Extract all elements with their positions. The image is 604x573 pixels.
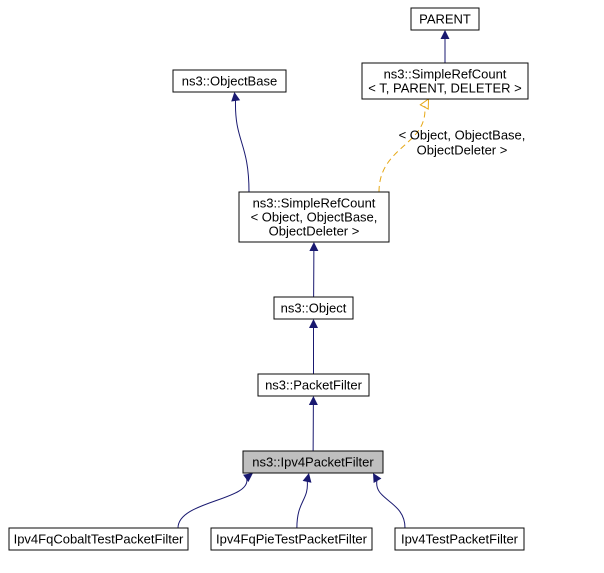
node-label: < Object, ObjectBase, xyxy=(251,209,378,224)
node-object_base[interactable]: ns3::ObjectBase xyxy=(173,70,286,92)
node-label: Ipv4TestPacketFilter xyxy=(401,531,519,546)
node-label: Ipv4FqCobaltTestPacketFilter xyxy=(14,531,184,546)
node-simple_ref_generic[interactable]: ns3::SimpleRefCount< T, PARENT, DELETER … xyxy=(362,63,528,99)
node-label: ns3::SimpleRefCount xyxy=(384,66,507,81)
arrowhead-icon xyxy=(420,99,428,109)
node-label: ObjectDeleter > xyxy=(269,223,360,238)
node-packet_filter[interactable]: ns3::PacketFilter xyxy=(258,374,369,396)
arrowhead-icon xyxy=(309,396,318,405)
node-parent[interactable]: PARENT xyxy=(411,8,479,30)
node-label: ns3::Ipv4PacketFilter xyxy=(252,454,374,469)
edge-ipv4_test-to-ipv4_packet_filter xyxy=(377,480,405,528)
nodes-layer: PARENTns3::SimpleRefCount< T, PARENT, DE… xyxy=(9,8,528,550)
node-label: < T, PARENT, DELETER > xyxy=(368,80,521,95)
arrowhead-icon xyxy=(231,92,240,102)
arrowhead-icon xyxy=(309,242,318,251)
node-label: ns3::Object xyxy=(281,300,347,315)
arrowhead-icon xyxy=(243,473,253,482)
node-simple_ref_object[interactable]: ns3::SimpleRefCount< Object, ObjectBase,… xyxy=(239,192,389,242)
edge-labels-layer: < Object, ObjectBase,ObjectDeleter > xyxy=(399,127,526,157)
node-label: PARENT xyxy=(419,11,471,26)
node-label: ns3::ObjectBase xyxy=(182,73,277,88)
node-ipv4_test[interactable]: Ipv4TestPacketFilter xyxy=(395,528,524,550)
edge-label: ObjectDeleter > xyxy=(417,142,508,157)
node-label: ns3::SimpleRefCount xyxy=(253,195,376,210)
node-label: ns3::PacketFilter xyxy=(265,377,362,392)
node-ipv4_fq_cobalt[interactable]: Ipv4FqCobaltTestPacketFilter xyxy=(9,528,188,550)
node-object[interactable]: ns3::Object xyxy=(274,297,353,319)
arrowhead-icon xyxy=(303,473,312,483)
edge-simple_ref_object-to-object_base xyxy=(235,100,249,192)
class-diagram: < Object, ObjectBase,ObjectDeleter > PAR… xyxy=(0,0,604,573)
arrowhead-icon xyxy=(309,319,318,328)
edge-ipv4_fq_cobalt-to-ipv4_packet_filter xyxy=(178,478,247,528)
node-ipv4_fq_pie[interactable]: Ipv4FqPieTestPacketFilter xyxy=(211,528,372,550)
edge-label: < Object, ObjectBase, xyxy=(399,127,526,142)
node-ipv4_packet_filter[interactable]: ns3::Ipv4PacketFilter xyxy=(243,451,383,473)
arrowhead-icon xyxy=(441,30,450,39)
edge-ipv4_fq_pie-to-ipv4_packet_filter xyxy=(297,481,308,528)
node-label: Ipv4FqPieTestPacketFilter xyxy=(216,531,368,546)
